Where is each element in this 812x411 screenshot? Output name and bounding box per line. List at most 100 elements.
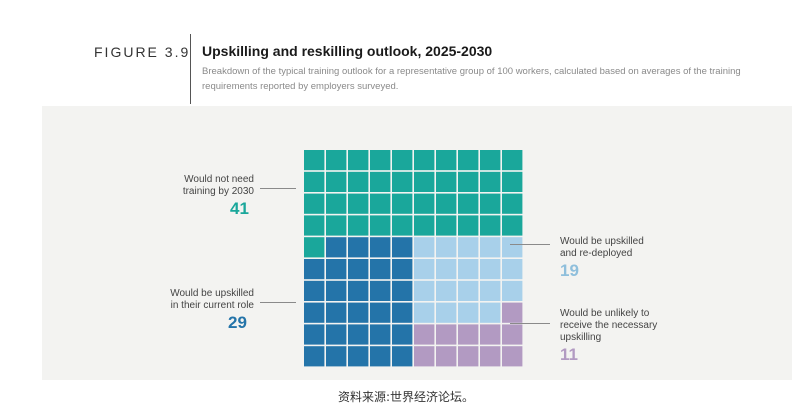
cell-current-role: [304, 259, 325, 280]
cell-current-role: [348, 346, 369, 367]
cell-no-training: [502, 171, 523, 192]
cell-redeployed: [480, 280, 501, 301]
cell-no-training: [304, 193, 325, 214]
cell-no-training: [326, 171, 347, 192]
cell-current-role: [348, 302, 369, 323]
cell-current-role: [348, 237, 369, 258]
cell-no-training: [414, 171, 435, 192]
cell-no-training: [480, 193, 501, 214]
cell-no-training: [436, 150, 457, 171]
cell-current-role: [326, 324, 347, 345]
leader-no-training: [260, 188, 296, 189]
cell-current-role: [370, 302, 391, 323]
cell-current-role: [326, 302, 347, 323]
cell-redeployed: [480, 237, 501, 258]
cell-current-role: [370, 346, 391, 367]
cell-unlikely: [480, 346, 501, 367]
cell-no-training: [370, 215, 391, 236]
label-current-role-line2: in their current role: [170, 300, 254, 311]
value-current-role: 29: [228, 313, 247, 332]
cell-no-training: [502, 215, 523, 236]
cell-unlikely: [502, 324, 523, 345]
cell-no-training: [348, 150, 369, 171]
cell-no-training: [304, 171, 325, 192]
cell-unlikely: [502, 346, 523, 367]
value-no-training: 41: [230, 199, 249, 218]
cell-no-training: [304, 215, 325, 236]
cell-no-training: [414, 215, 435, 236]
cell-no-training: [348, 215, 369, 236]
label-no-training-line1: Would not need: [184, 174, 254, 185]
cell-current-role: [304, 280, 325, 301]
cell-unlikely: [436, 346, 457, 367]
label-no-training: Would not need training by 2030 41: [170, 174, 254, 220]
cell-no-training: [502, 193, 523, 214]
cell-redeployed: [458, 302, 479, 323]
label-redeployed-line2: and re-deployed: [560, 248, 633, 259]
cell-redeployed: [436, 259, 457, 280]
cell-no-training: [436, 193, 457, 214]
label-no-training-line2: training by 2030: [182, 186, 254, 197]
cell-redeployed: [414, 237, 435, 258]
cell-no-training: [502, 150, 523, 171]
leader-redeployed: [510, 244, 550, 245]
cell-unlikely: [458, 346, 479, 367]
cell-unlikely: [502, 302, 523, 323]
cell-redeployed: [414, 280, 435, 301]
cell-current-role: [370, 280, 391, 301]
cell-current-role: [348, 280, 369, 301]
cell-no-training: [326, 215, 347, 236]
cell-no-training: [348, 193, 369, 214]
label-unlikely-line1: Would be unlikely to: [560, 308, 650, 319]
cell-no-training: [348, 171, 369, 192]
cell-redeployed: [480, 302, 501, 323]
cell-current-role: [348, 259, 369, 280]
label-redeployed-line1: Would be upskilled: [560, 236, 644, 247]
cell-current-role: [304, 302, 325, 323]
cell-unlikely: [436, 324, 457, 345]
label-unlikely-line3: upskilling: [560, 332, 602, 343]
cell-redeployed: [436, 302, 457, 323]
cell-no-training: [436, 171, 457, 192]
cell-unlikely: [480, 324, 501, 345]
cell-current-role: [348, 324, 369, 345]
label-unlikely: Would be unlikely to receive the necessa…: [560, 308, 690, 366]
cell-no-training: [304, 150, 325, 171]
leader-current-role: [260, 302, 296, 303]
waffle-chart: [304, 150, 523, 367]
label-current-role: Would be upskilled in their current role…: [152, 288, 254, 334]
cell-unlikely: [414, 346, 435, 367]
cell-current-role: [304, 324, 325, 345]
cell-current-role: [392, 237, 413, 258]
cell-no-training: [392, 171, 413, 192]
cell-no-training: [458, 150, 479, 171]
cell-current-role: [326, 237, 347, 258]
cell-current-role: [392, 346, 413, 367]
cell-no-training: [326, 193, 347, 214]
value-unlikely: 11: [560, 345, 578, 364]
leader-unlikely: [510, 323, 550, 324]
cell-no-training: [480, 171, 501, 192]
cell-no-training: [480, 215, 501, 236]
cell-redeployed: [436, 280, 457, 301]
cell-no-training: [458, 193, 479, 214]
cell-no-training: [392, 150, 413, 171]
label-unlikely-line2: receive the necessary: [560, 320, 658, 331]
cell-no-training: [436, 215, 457, 236]
cell-redeployed: [436, 237, 457, 258]
cell-current-role: [326, 346, 347, 367]
value-redeployed: 19: [560, 261, 579, 280]
cell-current-role: [392, 302, 413, 323]
label-redeployed: Would be upskilled and re-deployed 19: [560, 236, 680, 282]
cell-current-role: [304, 346, 325, 367]
cell-no-training: [304, 237, 325, 258]
cell-no-training: [414, 193, 435, 214]
cell-redeployed: [502, 237, 523, 258]
cell-redeployed: [458, 280, 479, 301]
cell-redeployed: [458, 259, 479, 280]
cell-no-training: [414, 150, 435, 171]
cell-current-role: [370, 237, 391, 258]
title-divider: [190, 34, 191, 104]
cell-no-training: [392, 215, 413, 236]
cell-redeployed: [414, 302, 435, 323]
